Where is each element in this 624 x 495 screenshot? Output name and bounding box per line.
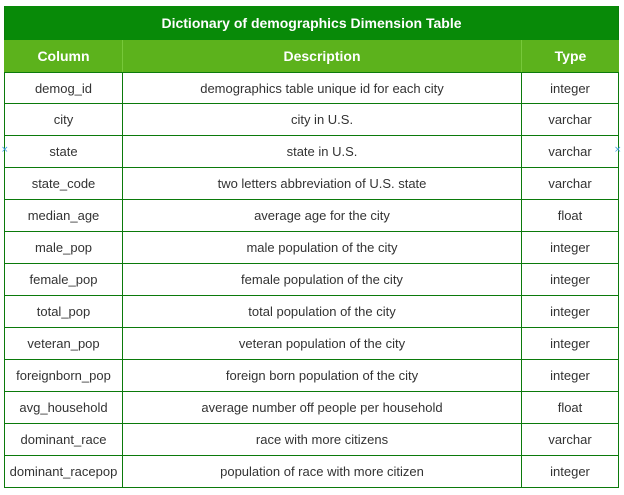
cell-description: two letters abbreviation of U.S. state [122,168,521,199]
table-row: dominant_race race with more citizens varc… [4,424,619,456]
cell-type: integer [521,73,619,103]
cell-column-name: median_age [4,200,122,231]
cell-column-name: avg_household [4,392,122,423]
table-row: state_code two letters abbreviation of U.… [4,168,619,200]
table-row: median_age average age for the city float [4,200,619,232]
cell-description: race with more citizens [122,424,521,455]
table-row: demog_id demographics table unique id for… [4,72,619,104]
cell-description: total population of the city [122,296,521,327]
cell-column-name: dominant_race [4,424,122,455]
cell-type: integer [521,232,619,263]
cell-column-name: demog_id [4,73,122,103]
cell-description: average age for the city [122,200,521,231]
table-row: state state in U.S. varchar [4,136,619,168]
cell-type: integer [521,296,619,327]
cell-column-name: dominant_racepop [4,456,122,487]
cell-description: city in U.S. [122,104,521,135]
cell-type: float [521,200,619,231]
cell-description: average number off people per household [122,392,521,423]
cell-column-name: state [4,136,122,167]
table-row: total_pop total population of the city int… [4,296,619,328]
selection-handle-right-icon[interactable]: × [614,145,622,155]
cell-column-name: male_pop [4,232,122,263]
cell-column-name: foreignborn_pop [4,360,122,391]
table-row: veteran_pop veteran population of the cit… [4,328,619,360]
demographics-dictionary-table: Dictionary of demographics Dimension Tab… [4,6,619,488]
cell-description: population of race with more citizen [122,456,521,487]
cell-description: foreign born population of the city [122,360,521,391]
cell-description: female population of the city [122,264,521,295]
cell-type: varchar [521,104,619,135]
cell-type: integer [521,264,619,295]
cell-type: varchar [521,136,619,167]
cell-type: varchar [521,168,619,199]
table-row: city city in U.S. varchar [4,104,619,136]
table-row: male_pop male population of the city integ… [4,232,619,264]
cell-type: float [521,392,619,423]
table-row: foreignborn_pop foreign born population o… [4,360,619,392]
cell-description: demographics table unique id for each ci… [122,73,521,103]
cell-type: integer [521,328,619,359]
cell-type: varchar [521,424,619,455]
selection-handle-left-icon[interactable]: × [1,145,9,155]
table-row: dominant_racepop population of race with … [4,456,619,488]
header-column: Column [4,40,122,72]
cell-description: state in U.S. [122,136,521,167]
cell-column-name: total_pop [4,296,122,327]
table-body: demog_id demographics table unique id for… [4,72,619,488]
header-type: Type [521,40,619,72]
cell-type: integer [521,456,619,487]
table-title: Dictionary of demographics Dimension Tab… [4,6,619,40]
table-header-row: Column Description Type [4,40,619,72]
cell-column-name: veteran_pop [4,328,122,359]
cell-description: veteran population of the city [122,328,521,359]
table-row: female_pop female population of the city i… [4,264,619,296]
header-description: Description [122,40,521,72]
cell-column-name: state_code [4,168,122,199]
table-row: avg_household average number off people p… [4,392,619,424]
cell-column-name: city [4,104,122,135]
cell-description: male population of the city [122,232,521,263]
cell-column-name: female_pop [4,264,122,295]
cell-type: integer [521,360,619,391]
